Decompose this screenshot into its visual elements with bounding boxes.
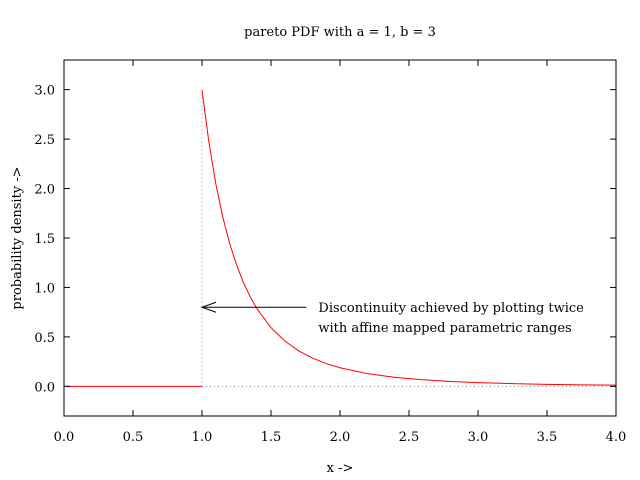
y-tick-label: 3.0: [34, 84, 55, 99]
y-tick-label: 0.5: [34, 331, 55, 346]
x-tick-label: 1.5: [261, 430, 282, 445]
annotation-text-line: Discontinuity achieved by plotting twice: [318, 301, 584, 316]
y-tick-label: 2.0: [34, 183, 55, 198]
y-tick-label: 1.5: [34, 232, 55, 247]
x-tick-label: 4.0: [606, 430, 627, 445]
x-tick-label: 2.5: [399, 430, 420, 445]
y-tick-label: 1.0: [34, 281, 55, 296]
x-tick-label: 0.0: [54, 430, 75, 445]
axis-ticks: [63, 60, 617, 416]
plot-series: [64, 89, 617, 387]
annotation-arrowhead: [200, 301, 217, 313]
y-axis-label: probability density ->: [10, 166, 25, 309]
x-tick-label: 1.0: [192, 430, 213, 445]
x-tick-label: 2.0: [330, 430, 351, 445]
x-tick-label: 3.0: [468, 430, 489, 445]
annotation-text-line: with affine mapped parametric ranges: [318, 321, 571, 336]
y-tick-label: 0.0: [34, 380, 55, 395]
x-tick-label: 0.5: [123, 430, 144, 445]
annotations: Discontinuity achieved by plotting twice…: [200, 301, 584, 336]
y-tick-label: 2.5: [34, 133, 55, 148]
x-tick-label: 3.5: [537, 430, 558, 445]
plot-frame: [63, 59, 617, 417]
x-axis-label: x ->: [327, 461, 354, 476]
tick-labels: 0.0 0.5 1.0 1.5 2.0 2.5 3.0 3.5 4.0 0.0 0.5 1.0 1.5 2…: [34, 84, 626, 445]
chart-title: pareto PDF with a = 1, b = 3: [244, 25, 436, 40]
series-0-segment-1: [201, 89, 617, 386]
